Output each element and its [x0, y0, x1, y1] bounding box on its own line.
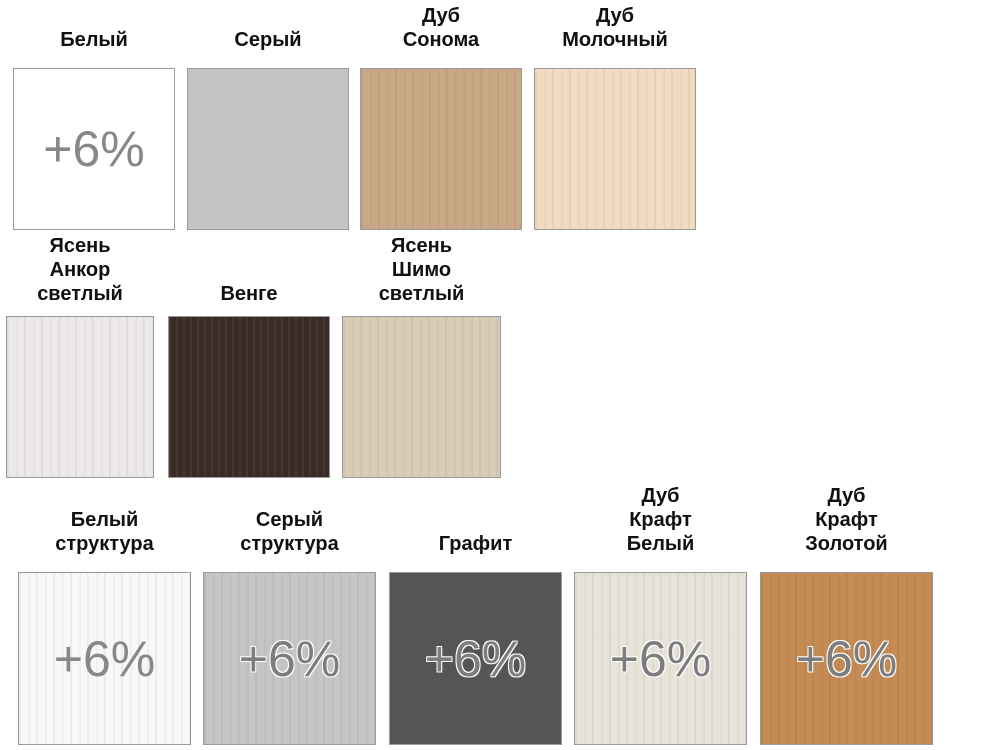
swatch-label: Белый: [0, 0, 195, 52]
swatch-name-line: светлый: [378, 283, 465, 305]
swatch-label: Серый: [167, 0, 369, 52]
swatch-name-line: Крафт: [629, 509, 692, 531]
color-swatch: [342, 316, 501, 478]
swatch-name-line: структура: [240, 533, 339, 555]
color-swatch: +6%: [13, 68, 175, 230]
swatch-name-line: Белый: [60, 29, 128, 51]
swatch-label: Венге: [148, 232, 350, 306]
swatch-label: Серый структура: [183, 480, 396, 556]
price-surcharge-badge: +6%: [43, 121, 145, 177]
swatch-label: Дуб Молочный: [514, 0, 716, 52]
swatch-name-line: Белый: [626, 533, 695, 555]
swatch-name-line: Дуб: [422, 5, 460, 27]
color-swatch: +6%: [574, 572, 747, 745]
color-swatch: [168, 316, 330, 478]
swatch-label: Дуб Крафт Золотой: [740, 480, 953, 556]
swatch-label: Графит: [369, 480, 582, 556]
color-swatch: [360, 68, 522, 230]
swatch-label: Белый структура: [0, 480, 211, 556]
color-swatch: [187, 68, 349, 230]
swatch-name-line: структура: [55, 533, 154, 555]
price-surcharge-badge: +6%: [795, 630, 898, 687]
swatch-name-line: Ясень: [49, 235, 111, 257]
swatch-name-line: светлый: [37, 283, 123, 305]
swatch-name-line: Ясень: [391, 235, 452, 257]
color-swatch: [534, 68, 696, 230]
swatch-name-line: Графит: [438, 533, 513, 555]
price-surcharge-badge: +6%: [609, 630, 712, 687]
price-surcharge-badge: +6%: [424, 630, 527, 687]
swatch-name-line: Крафт: [815, 509, 878, 531]
swatch-name-line: Золотой: [805, 533, 888, 555]
swatch-name-line: Шимо: [391, 259, 452, 281]
swatch-name-line: Белый: [70, 509, 139, 531]
swatch-name-line: Дуб: [596, 5, 634, 27]
color-swatch: +6%: [203, 572, 376, 745]
swatch-name-line: Дуб: [641, 485, 680, 507]
swatch-name-line: Сонома: [402, 29, 480, 51]
swatch-label: Дуб Сонома: [340, 0, 542, 52]
color-swatch: +6%: [760, 572, 933, 745]
swatch-name-line: Дуб: [827, 485, 866, 507]
swatch-name-line: Анкор: [49, 259, 111, 281]
swatch-label: Ясень Шимо светлый: [322, 232, 521, 306]
swatch-label: Ясень Анкор светлый: [0, 232, 174, 306]
price-surcharge-badge: +6%: [238, 630, 341, 687]
swatch-label: Дуб Крафт Белый: [554, 480, 767, 556]
color-swatch: +6%: [18, 572, 191, 745]
swatch-name-line: Серый: [234, 29, 302, 51]
price-surcharge-badge: +6%: [53, 630, 156, 687]
swatch-name-line: Серый: [255, 509, 324, 531]
swatch-name-line: Венге: [220, 283, 278, 305]
color-swatch: [6, 316, 154, 478]
swatch-name-line: Молочный: [562, 29, 668, 51]
color-swatch: +6%: [389, 572, 562, 745]
